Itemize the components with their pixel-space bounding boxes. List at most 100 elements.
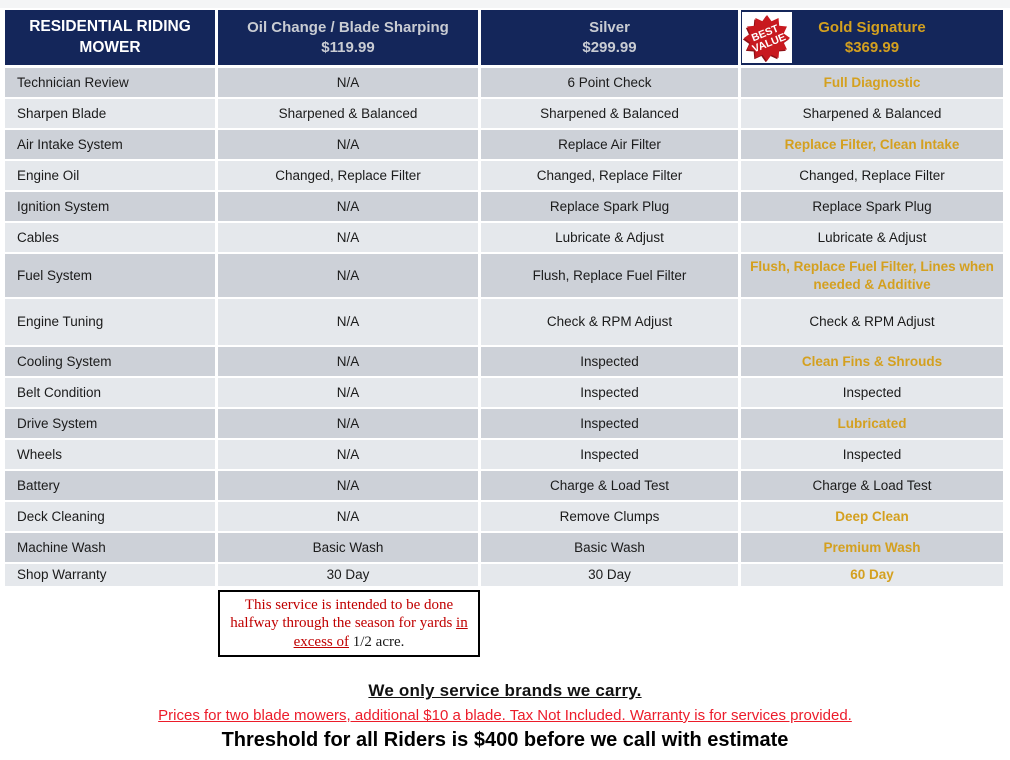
row-label: Engine Tuning xyxy=(5,299,215,345)
gold-signature-plan-cell: Clean Fins & Shrouds xyxy=(741,347,1003,376)
note-segment: This service is intended to be done half… xyxy=(230,597,457,632)
table-header-row: RESIDENTIAL RIDING MOWER Oil Change / Bl… xyxy=(5,10,1003,65)
oil-change-plan-cell: N/A xyxy=(218,254,478,297)
row-label: Fuel System xyxy=(5,254,215,297)
gold-signature-plan-cell: Replace Filter, Clean Intake xyxy=(741,130,1003,159)
silver-plan-cell: Charge & Load Test xyxy=(481,471,738,500)
table-row: Drive System N/A Inspected Lubricated xyxy=(5,409,1003,438)
gold-signature-plan-cell: Deep Clean xyxy=(741,502,1003,531)
table-body: Technician Review N/A 6 Point Check Full… xyxy=(5,68,1003,586)
oil-change-plan-cell: N/A xyxy=(218,409,478,438)
gold-signature-plan-cell: Sharpened & Balanced xyxy=(741,99,1003,128)
oil-change-plan-cell: N/A xyxy=(218,299,478,345)
oil-change-plan-cell: N/A xyxy=(218,68,478,97)
row-label: Sharpen Blade xyxy=(5,99,215,128)
table-row: Wheels N/A Inspected Inspected xyxy=(5,440,1003,469)
table-row: Engine Oil Changed, Replace Filter Chang… xyxy=(5,161,1003,190)
table-row: Cooling System N/A Inspected Clean Fins … xyxy=(5,347,1003,376)
silver-plan-cell: Sharpened & Balanced xyxy=(481,99,738,128)
oil-change-plan-cell: N/A xyxy=(218,347,478,376)
table-row: Technician Review N/A 6 Point Check Full… xyxy=(5,68,1003,97)
gold-signature-plan-cell: Inspected xyxy=(741,440,1003,469)
oil-change-plan-cell: N/A xyxy=(218,130,478,159)
plan-price: $369.99 xyxy=(844,38,900,56)
gold-signature-plan-cell: Flush, Replace Fuel Filter, Lines when n… xyxy=(741,254,1003,297)
seasonal-service-note-box: This service is intended to be done half… xyxy=(218,590,480,657)
brands-we-carry-notice: We only service brands we carry. xyxy=(368,680,642,700)
row-label: Engine Oil xyxy=(5,161,215,190)
silver-plan-cell: Inspected xyxy=(481,347,738,376)
row-label: Technician Review xyxy=(5,68,215,97)
gold-signature-plan-cell: Changed, Replace Filter xyxy=(741,161,1003,190)
table-row: Ignition System N/A Replace Spark Plug R… xyxy=(5,192,1003,221)
seasonal-service-note-text: This service is intended to be done half… xyxy=(226,596,472,651)
table-row: Deck Cleaning N/A Remove Clumps Deep Cle… xyxy=(5,502,1003,531)
oil-change-plan-cell: N/A xyxy=(218,502,478,531)
row-label: Cooling System xyxy=(5,347,215,376)
silver-plan-cell: Inspected xyxy=(481,409,738,438)
plan-price: $299.99 xyxy=(582,38,637,56)
table-row: Machine Wash Basic Wash Basic Wash Premi… xyxy=(5,533,1003,562)
silver-plan-cell: Flush, Replace Fuel Filter xyxy=(481,254,738,297)
table-header-silver-plan: Silver $299.99 xyxy=(481,10,738,65)
table-row: Shop Warranty 30 Day 30 Day 60 Day xyxy=(5,564,1003,586)
note-segment: in excess of xyxy=(293,615,468,650)
pricing-tax-warranty-notice: Prices for two blade mowers, additional … xyxy=(158,706,852,724)
silver-plan-cell: Check & RPM Adjust xyxy=(481,299,738,345)
table-header-gold-signature-plan: BEST VALUE Gold Signature $369.99 xyxy=(741,10,1003,65)
table-header-oil-change-plan: Oil Change / Blade Sharping $119.99 xyxy=(218,10,478,65)
row-label: Drive System xyxy=(5,409,215,438)
gold-signature-plan-cell: Lubricated xyxy=(741,409,1003,438)
silver-plan-cell: Inspected xyxy=(481,378,738,407)
gold-signature-plan-cell: Inspected xyxy=(741,378,1003,407)
table-row: Engine Tuning N/A Check & RPM Adjust Che… xyxy=(5,299,1003,345)
footer-notices: We only service brands we carry. Prices … xyxy=(0,681,1010,752)
table-row: Belt Condition N/A Inspected Inspected xyxy=(5,378,1003,407)
table-header-residential-riding-mower: RESIDENTIAL RIDING MOWER xyxy=(5,10,215,65)
silver-plan-cell: Inspected xyxy=(481,440,738,469)
best-value-badge: BEST VALUE xyxy=(742,12,792,63)
row-label: Cables xyxy=(5,223,215,252)
row-label: Machine Wash xyxy=(5,533,215,562)
row-label: Battery xyxy=(5,471,215,500)
table-row: Sharpen Blade Sharpened & Balanced Sharp… xyxy=(5,99,1003,128)
gold-signature-plan-cell: 60 Day xyxy=(741,564,1003,586)
plan-price: $119.99 xyxy=(321,38,375,56)
gold-signature-plan-cell: Full Diagnostic xyxy=(741,68,1003,97)
silver-plan-cell: 30 Day xyxy=(481,564,738,586)
starburst-seal-icon: BEST VALUE xyxy=(743,14,791,62)
silver-plan-cell: Replace Air Filter xyxy=(481,130,738,159)
gold-signature-plan-cell: Check & RPM Adjust xyxy=(741,299,1003,345)
plan-name: Silver xyxy=(589,19,630,36)
table-row: Battery N/A Charge & Load Test Charge & … xyxy=(5,471,1003,500)
gold-signature-plan-cell: Replace Spark Plug xyxy=(741,192,1003,221)
silver-plan-cell: Lubricate & Adjust xyxy=(481,223,738,252)
oil-change-plan-cell: Changed, Replace Filter xyxy=(218,161,478,190)
gold-signature-plan-cell: Lubricate & Adjust xyxy=(741,223,1003,252)
plan-name: Oil Change / Blade Sharping xyxy=(247,19,449,36)
row-label: Air Intake System xyxy=(5,130,215,159)
row-label: Belt Condition xyxy=(5,378,215,407)
silver-plan-cell: 6 Point Check xyxy=(481,68,738,97)
silver-plan-cell: Remove Clumps xyxy=(481,502,738,531)
oil-change-plan-cell: N/A xyxy=(218,223,478,252)
oil-change-plan-cell: N/A xyxy=(218,192,478,221)
silver-plan-cell: Changed, Replace Filter xyxy=(481,161,738,190)
pricing-table: RESIDENTIAL RIDING MOWER Oil Change / Bl… xyxy=(5,10,1003,586)
rider-threshold-notice: Threshold for all Riders is $400 before … xyxy=(221,728,789,751)
gold-signature-plan-cell: Premium Wash xyxy=(741,533,1003,562)
page-top-strip xyxy=(0,0,1010,8)
oil-change-plan-cell: 30 Day xyxy=(218,564,478,586)
oil-change-plan-cell: N/A xyxy=(218,440,478,469)
table-row: Cables N/A Lubricate & Adjust Lubricate … xyxy=(5,223,1003,252)
gold-signature-plan-cell: Charge & Load Test xyxy=(741,471,1003,500)
row-label: Deck Cleaning xyxy=(5,502,215,531)
oil-change-plan-cell: Basic Wash xyxy=(218,533,478,562)
silver-plan-cell: Replace Spark Plug xyxy=(481,192,738,221)
plan-name: Gold Signature xyxy=(818,19,926,36)
row-label: Shop Warranty xyxy=(5,564,215,586)
row-label: Wheels xyxy=(5,440,215,469)
note-segment: 1/2 acre. xyxy=(352,633,405,650)
oil-change-plan-cell: N/A xyxy=(218,378,478,407)
silver-plan-cell: Basic Wash xyxy=(481,533,738,562)
